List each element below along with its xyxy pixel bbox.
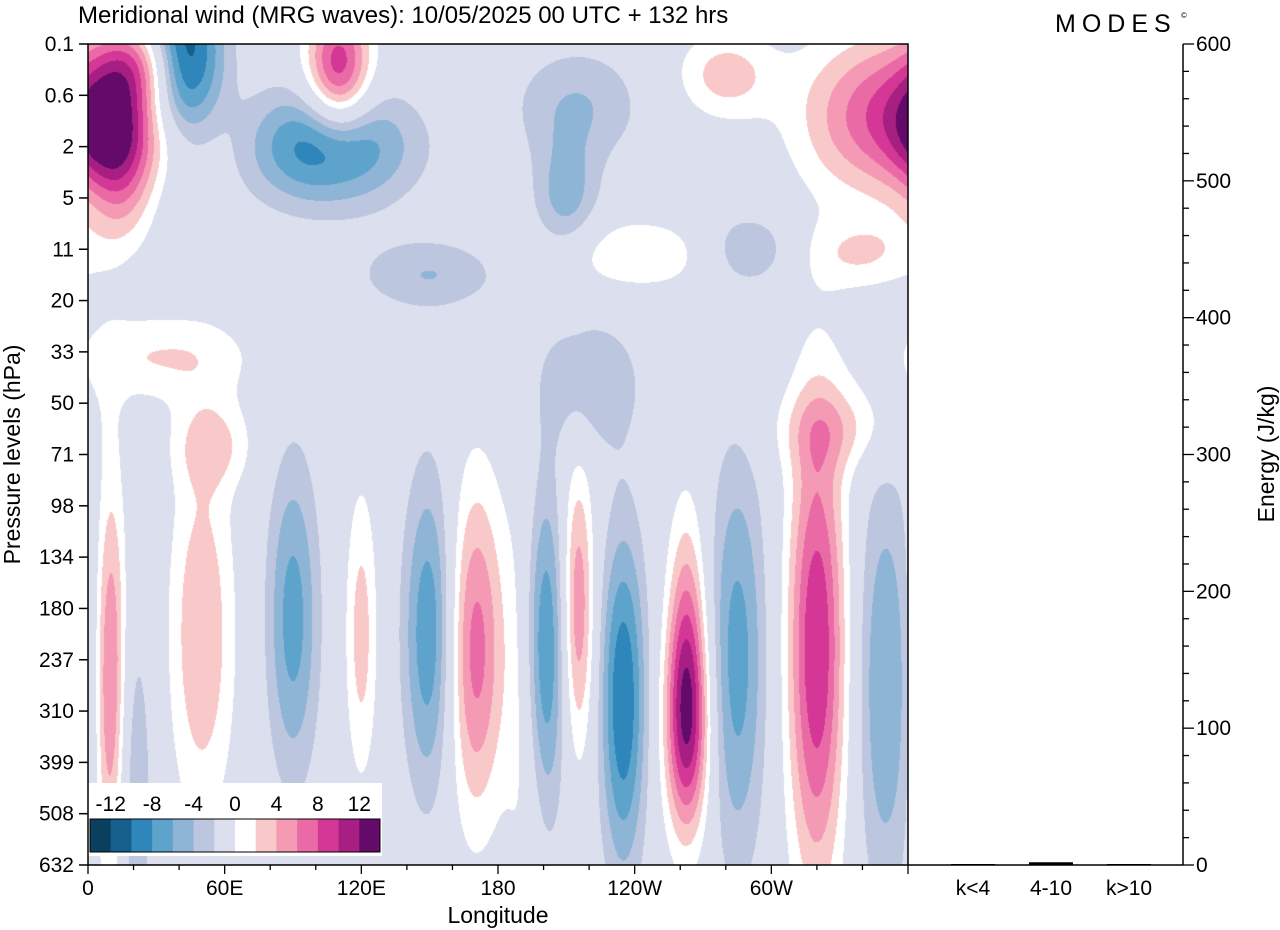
y-tick-label: 50 xyxy=(51,392,74,415)
y-tick-label: 5 xyxy=(62,187,74,210)
energy-tick-label: 200 xyxy=(1196,580,1231,603)
y-tick-label: 71 xyxy=(51,444,74,467)
y-tick-label: 33 xyxy=(51,341,74,364)
y-tick-label: 98 xyxy=(51,495,74,518)
x-tick-label: 60W xyxy=(750,877,793,900)
energy-tick-label: 300 xyxy=(1196,444,1231,467)
y-tick-label: 508 xyxy=(39,803,74,826)
colorbar: -12 -8 -4 0 4 8 12 xyxy=(88,783,382,856)
energy-bar xyxy=(1107,864,1151,865)
y-tick-label: 20 xyxy=(51,290,74,313)
colorbar-swatch xyxy=(255,819,277,852)
colorbar-swatch xyxy=(193,819,215,852)
y-tick-label: 0.6 xyxy=(45,84,74,107)
y-axis-label: Pressure levels (hPa) xyxy=(0,345,25,565)
colorbar-swatch xyxy=(359,819,381,852)
energy-category-label: k<4 xyxy=(956,877,991,900)
energy-category-label: 4-10 xyxy=(1030,877,1072,900)
energy-tick-label: 600 xyxy=(1196,33,1231,56)
x-axis-label: Longitude xyxy=(447,902,548,928)
energy-tick-label: 100 xyxy=(1196,717,1231,740)
heatmap-field xyxy=(88,44,908,865)
x-tick-label: 0 xyxy=(82,877,94,900)
y-tick-label: 237 xyxy=(39,649,74,672)
energy-panel: 0 100 200 300 400 500 600 Energy (J/kg) k<4 4-10 k… xyxy=(908,33,1279,900)
x-tick-label: 120W xyxy=(607,877,662,900)
colorbar-frame xyxy=(89,818,381,853)
colorbar-swatch xyxy=(317,819,340,852)
y-tick-label: 0.1 xyxy=(45,33,74,56)
y-tick-label: 632 xyxy=(39,854,74,877)
colorbar-swatch xyxy=(214,819,236,852)
heatmap-raster xyxy=(88,44,908,865)
colorbar-label: -12 xyxy=(96,793,126,816)
colorbar-swatch xyxy=(297,819,319,852)
energy-tick-label: 0 xyxy=(1196,854,1208,877)
y-tick-label: 399 xyxy=(39,751,74,774)
x-tick-label: 60E xyxy=(206,877,243,900)
colorbar-swatch xyxy=(152,819,174,852)
energy-bar xyxy=(951,864,995,865)
x-tick-label: 120E xyxy=(337,877,386,900)
colorbar-swatch xyxy=(338,819,360,852)
x-tick-label: 180 xyxy=(480,877,515,900)
colorbar-label: -8 xyxy=(143,793,162,816)
y-tick-label: 2 xyxy=(62,136,74,159)
chart-title: Meridional wind (MRG waves): 10/05/2025 … xyxy=(78,2,728,29)
colorbar-label: 12 xyxy=(348,793,371,816)
colorbar-label: 8 xyxy=(312,793,324,816)
y-tick-label: 310 xyxy=(39,700,74,723)
colorbar-swatch xyxy=(276,819,298,852)
energy-category-label: k>10 xyxy=(1106,877,1152,900)
colorbar-label: 0 xyxy=(229,793,241,816)
brand-logo: MODES © xyxy=(1055,10,1187,38)
axes: 0.1 0.6 2 5 11 20 33 50 71 98 134 180 237 310 399 508 63… xyxy=(0,33,909,928)
colorbar-swatch xyxy=(110,819,132,852)
colorbar-swatch xyxy=(235,819,257,852)
y-tick-label: 134 xyxy=(39,546,74,569)
y-tick-label: 180 xyxy=(39,597,74,620)
y-tick-label: 11 xyxy=(52,238,74,261)
colorbar-swatch xyxy=(90,819,112,852)
energy-bar xyxy=(1029,862,1073,865)
energy-tick-label: 400 xyxy=(1196,307,1231,330)
colorbar-swatch xyxy=(172,819,195,852)
colorbar-label: 4 xyxy=(271,793,283,816)
colorbar-swatch xyxy=(131,819,153,852)
colorbar-label: -4 xyxy=(184,793,203,816)
energy-axis-label: Energy (J/kg) xyxy=(1253,386,1279,523)
brand-text: MODES xyxy=(1055,10,1177,38)
brand-mark: © xyxy=(1181,11,1187,20)
energy-tick-label: 500 xyxy=(1196,170,1231,193)
